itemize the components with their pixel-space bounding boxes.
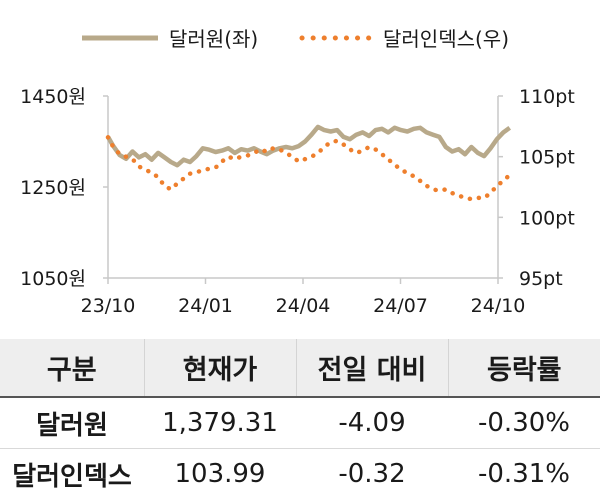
- exchange-rate-chart: 달러원(좌) 달러인덱스(우) 1450원 1250원 1050원 110pt 105…: [20, 27, 575, 317]
- left-axis-tick-label: 1250원: [20, 177, 86, 199]
- table-header-row: 구분 현재가 전일 대비 등락률: [0, 339, 600, 398]
- row-change: -4.09: [296, 397, 448, 449]
- left-axis-tick-label: 1450원: [20, 86, 86, 108]
- chart-axes: [107, 96, 499, 279]
- row-change-rate: -0.30%: [448, 397, 600, 449]
- chart-legend: 달러원(좌) 달러인덱스(우): [82, 27, 509, 51]
- header-change-rate: 등락률: [447, 339, 600, 398]
- header-change: 전일 대비: [295, 339, 448, 398]
- legend-label-dxy: 달러인덱스(우): [383, 27, 509, 51]
- row-change: -0.32: [338, 459, 406, 489]
- header-current-price: 현재가: [143, 339, 296, 398]
- row-current-price: 1,379.31: [144, 397, 296, 449]
- price-summary-table: 구분 현재가 전일 대비 등락률 달러원 1,379.31 -4.09 -0.3…: [0, 339, 600, 499]
- x-axis-tick-label: 23/10: [81, 295, 136, 317]
- row-current-price: 103.99: [174, 459, 266, 489]
- right-axis-tick-label: 95pt: [519, 268, 563, 290]
- header-category: 구분: [0, 339, 144, 398]
- right-axis-tick-label: 110pt: [519, 86, 575, 108]
- left-axis-tick-label: 1050원: [20, 268, 86, 290]
- row-name: 달러인덱스: [12, 461, 132, 492]
- x-axis-tick-label: 24/01: [178, 295, 233, 317]
- series-line-usdkrw: [106, 124, 512, 168]
- right-axis-tick-label: 105pt: [519, 147, 575, 169]
- right-axis-tick-label: 100pt: [519, 207, 575, 229]
- row-name: 달러원: [0, 397, 144, 449]
- series-line-dxy: [105, 135, 512, 202]
- row-change-rate: -0.31%: [478, 459, 570, 489]
- legend-label-usdkrw: 달러원(좌): [169, 27, 258, 51]
- table-row: 달러원 1,379.31 -4.09 -0.30%: [0, 397, 600, 449]
- x-axis-tick-label: 24/10: [471, 295, 526, 317]
- x-axis-tick-label: 24/04: [276, 295, 331, 317]
- x-axis-tick-label: 24/07: [373, 295, 428, 317]
- table-row: 달러인덱스 103.99 -0.32 -0.31%: [0, 449, 600, 500]
